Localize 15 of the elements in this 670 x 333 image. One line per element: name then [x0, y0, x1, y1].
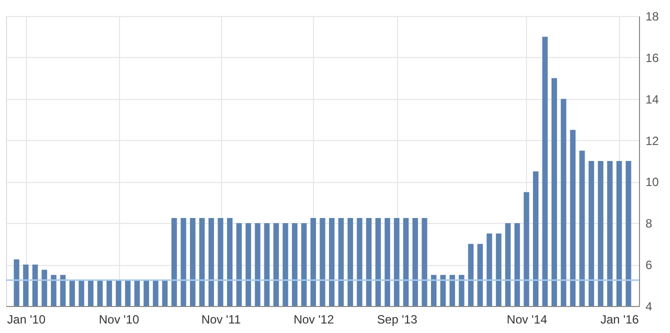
y-tick-label: 8	[646, 216, 652, 231]
x-tick-label: Nov '11	[201, 312, 242, 326]
y-tick-label: 18	[646, 10, 660, 24]
y-tick-label: 14	[646, 92, 660, 106]
y-tick-label: 12	[646, 134, 660, 148]
x-tick-label: Nov '10	[98, 312, 140, 326]
y-tick-label: 6	[646, 258, 652, 272]
y-tick-label: 4	[646, 300, 652, 314]
x-tick-label: Nov '14	[506, 312, 548, 326]
x-tick-label: Sep '13	[377, 312, 418, 326]
x-tick-label: Nov '12	[294, 312, 334, 326]
x-tick-label: Jan '16	[600, 312, 640, 326]
y-tick-label: 10	[646, 175, 660, 190]
x-tick-label: Jan '10	[7, 312, 46, 326]
y-tick-label: 16	[646, 50, 660, 65]
